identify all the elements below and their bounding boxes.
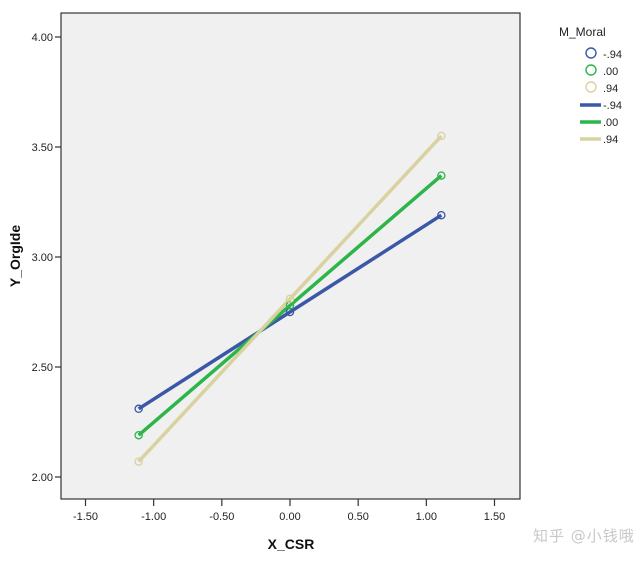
series-line <box>137 134 443 463</box>
legend-marker-icon <box>585 64 597 76</box>
x-tick-label: -1.00 <box>141 511 166 523</box>
legend-label: .00 <box>603 117 618 129</box>
legend-marker-icon <box>585 81 597 93</box>
data-point-marker <box>134 457 143 466</box>
x-axis-title: X_CSR <box>268 536 315 552</box>
series-layer <box>134 131 446 466</box>
x-tick-label: 0.50 <box>347 511 368 523</box>
data-point-marker <box>437 171 446 180</box>
data-point-marker <box>134 404 143 414</box>
legend-label: .94 <box>603 134 618 146</box>
x-tick-label: -1.50 <box>73 511 98 523</box>
y-tick-label: 3.50 <box>32 142 53 154</box>
legend-label: -.94 <box>603 49 622 61</box>
y-tick-label: 2.50 <box>32 362 53 374</box>
x-tick-label: 0.00 <box>279 511 300 523</box>
legend: M_Moral -.94 .00 .94 -.94 .00 .94 <box>559 25 622 146</box>
data-point-marker <box>437 210 446 220</box>
legend-marker-icon <box>585 47 597 59</box>
y-axis: 2.00 2.50 3.00 3.50 4.00 <box>32 32 61 484</box>
x-tick-label: 1.50 <box>484 511 505 523</box>
data-point-marker <box>285 294 295 304</box>
legend-label: .94 <box>603 83 618 95</box>
y-tick-label: 4.00 <box>32 32 53 44</box>
legend-title: M_Moral <box>559 25 606 39</box>
data-point-marker <box>437 131 446 141</box>
plot-area <box>60 12 521 500</box>
y-tick-label: 2.00 <box>32 472 53 484</box>
series-line <box>137 174 443 437</box>
series-line <box>137 213 443 411</box>
legend-label: -.94 <box>603 100 622 112</box>
x-tick-label: 1.00 <box>416 511 437 523</box>
watermark: 知乎 @小钱哦 <box>533 527 635 545</box>
data-point-marker <box>134 430 143 440</box>
x-axis: -1.50 -1.00 -0.50 0.00 0.50 1.00 1.50 <box>73 499 505 523</box>
legend-label: .00 <box>603 66 618 78</box>
y-tick-label: 3.00 <box>32 252 53 264</box>
y-axis-title: Y_OrgIde <box>7 225 23 287</box>
x-tick-label: -0.50 <box>209 511 234 523</box>
